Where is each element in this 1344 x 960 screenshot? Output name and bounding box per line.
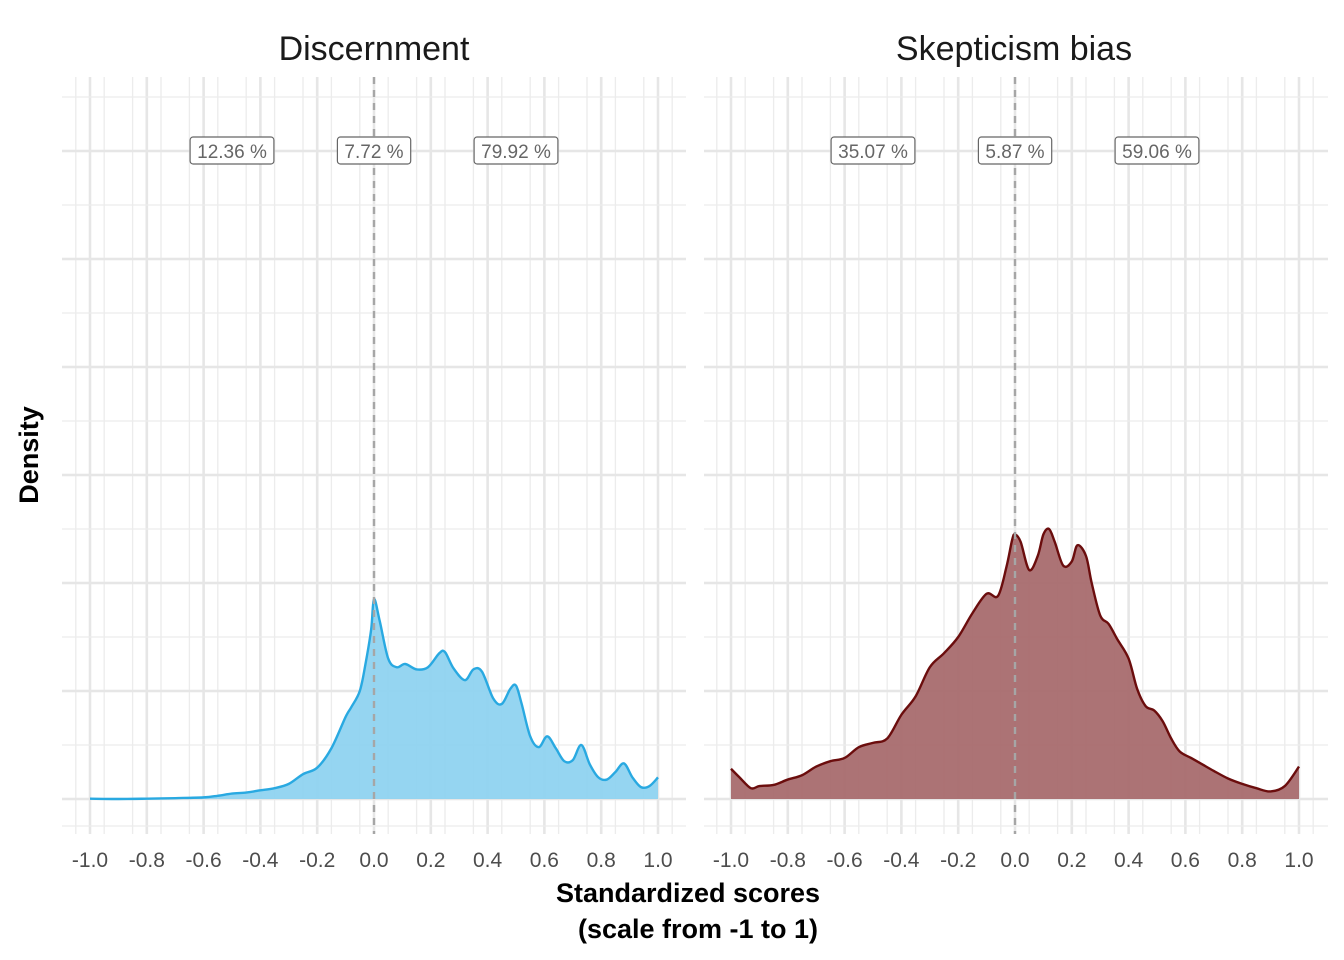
x-tick-label: -1.0 [713, 849, 749, 872]
x-tick-label: 1.0 [1284, 849, 1313, 872]
percent-label: 5.87 % [977, 136, 1053, 165]
percent-label-box [1114, 136, 1200, 165]
percent-label: 7.72 % [336, 136, 412, 165]
x-tick-label: 0.4 [1114, 849, 1144, 872]
x-tick-label: -0.6 [827, 849, 863, 872]
percent-label: 79.92 % [473, 136, 559, 165]
x-tick-label: -0.4 [883, 849, 920, 872]
percent-label-text: 12.36 % [197, 142, 267, 163]
x-tick-label: -0.2 [940, 849, 976, 872]
x-tick-label: 0.2 [416, 849, 445, 872]
percent-label-box [189, 136, 275, 165]
panel-skepticism-bias: 35.07 % 5.87 % 59.06 %Skepticism bias-1.0-… [704, 30, 1328, 872]
x-tick-label: 0.4 [473, 849, 503, 872]
percent-label: 59.06 % [1114, 136, 1200, 165]
x-axis-title-line-2: (scale from -1 to 1) [578, 914, 818, 944]
x-axis-title-line-1: Standardized scores [556, 878, 820, 908]
percent-label-box [977, 136, 1053, 165]
percent-label-box [336, 136, 412, 165]
x-tick-label: -0.6 [186, 849, 222, 872]
x-tick-label: -0.8 [770, 849, 806, 872]
percent-label: 35.07 % [830, 136, 916, 165]
percent-label-text: 79.92 % [481, 142, 551, 163]
x-tick-label: -0.4 [242, 849, 279, 872]
y-axis-title: Density [14, 406, 44, 504]
x-tick-label: 0.6 [1171, 849, 1200, 872]
x-tick-label: 0.0 [359, 849, 388, 872]
percent-label-text: 35.07 % [838, 142, 908, 163]
percent-label-text: 59.06 % [1122, 142, 1192, 163]
percent-label-text: 7.72 % [344, 142, 403, 163]
x-tick-label: -1.0 [72, 849, 108, 872]
percent-label: 12.36 % [189, 136, 275, 165]
facet-title: Discernment [279, 30, 470, 68]
percent-label-box [830, 136, 916, 165]
density-area [90, 599, 658, 799]
x-tick-label: 0.8 [587, 849, 616, 872]
x-tick-label: 0.8 [1228, 849, 1257, 872]
panel-discernment: 12.36 % 7.72 % 79.92 %Discernment-1.0 -0.8-… [62, 30, 686, 872]
x-tick-label: -0.2 [299, 849, 335, 872]
percent-label-text: 5.87 % [985, 142, 1044, 163]
percent-label-box [473, 136, 559, 165]
density-line [730, 527, 1300, 793]
facet-title: Skepticism bias [896, 30, 1132, 68]
x-tick-label: 0.2 [1057, 849, 1086, 872]
density-line [89, 597, 659, 801]
x-tick-label: -0.8 [129, 849, 165, 872]
x-tick-label: 0.6 [530, 849, 559, 872]
x-tick-label: 0.0 [1000, 849, 1029, 872]
x-tick-label: 1.0 [643, 849, 672, 872]
